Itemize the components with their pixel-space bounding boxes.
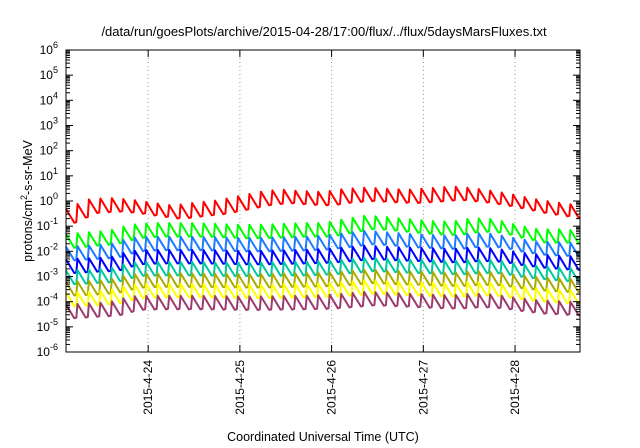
y-tick-label: 104 [40,90,58,107]
series-line-4 [65,244,581,274]
y-tick-label: 10-1 [37,216,58,233]
y-tick-label: 10-5 [37,317,58,334]
y-tick-label: 10-6 [37,342,58,359]
series-line-7 [65,279,581,308]
series-line-8 [65,290,581,320]
y-tick-label: 10-4 [37,292,58,309]
x-tick-label: 2015-4-28 [508,360,522,415]
series-line-1 [65,185,581,224]
series-line-6 [65,268,581,297]
y-tick-label: 106 [40,40,58,57]
y-tick-label: 103 [40,116,58,133]
x-axis-ticks: 2015-4-24 2015-4-25 2015-4-26 2015-4-27 2015… [141,50,522,415]
y-tick-label: 102 [40,141,58,158]
x-axis-label: Coordinated Universal Time (UTC) [227,430,419,444]
x-tick-label: 2015-4-24 [141,360,155,415]
x-tick-label: 2015-4-27 [416,360,430,415]
y-axis-ticks: 10-6 10-5 10-4 10-3 10-2 10-1 100 101 102 103 104 1… [37,40,580,359]
series-lines [65,185,581,320]
y-tick-label: 10-3 [37,267,58,284]
series-line-5 [65,256,581,286]
series-line-3 [65,229,581,262]
y-tick-label: 101 [40,166,58,183]
y-axis-label: protons/cm2-s-sr-MeV [19,139,35,261]
series-line-2 [65,214,581,249]
y-tick-label: 105 [40,65,58,82]
x-tick-label: 2015-4-26 [325,360,339,415]
y-tick-label: 10-2 [37,241,58,258]
x-tick-label: 2015-4-25 [233,360,247,415]
chart-title: /data/run/goesPlots/archive/2015-04-28/1… [101,24,547,39]
y-tick-label: 100 [40,191,58,208]
